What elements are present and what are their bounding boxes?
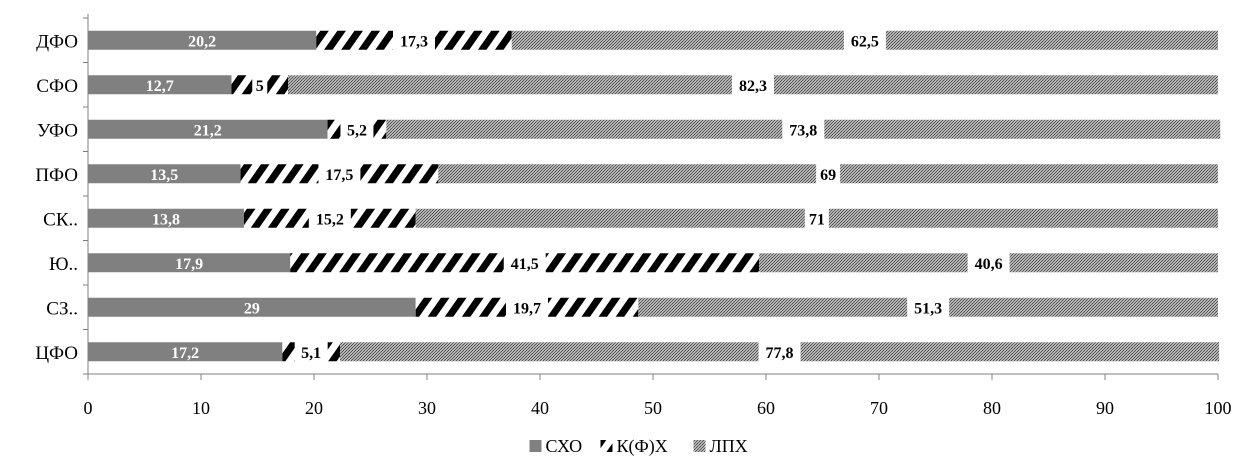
data-label: 20,2 xyxy=(188,33,216,50)
legend-label-lph: ЛПХ xyxy=(710,436,748,456)
data-label: 29 xyxy=(244,300,260,317)
x-tick-label: 100 xyxy=(1205,398,1232,418)
data-label: 17,9 xyxy=(175,256,203,273)
data-label-bg xyxy=(393,29,436,51)
category-label: СФО xyxy=(36,76,78,97)
data-label-bg xyxy=(503,252,546,274)
category-label: СК.. xyxy=(43,209,78,230)
data-label: 19,7 xyxy=(513,300,541,317)
data-label: 5,2 xyxy=(347,122,367,139)
x-tick-label: 60 xyxy=(757,398,775,418)
data-label: 82,3 xyxy=(739,78,767,95)
data-label-bg xyxy=(308,207,351,229)
data-label-bg xyxy=(732,74,775,96)
data-label: 71 xyxy=(809,211,825,228)
data-label: 77,8 xyxy=(766,345,794,362)
bar-segment-sho xyxy=(88,208,244,228)
x-tick-label: 10 xyxy=(192,398,210,418)
data-label-bg xyxy=(252,74,268,96)
x-tick-label: 70 xyxy=(870,398,888,418)
data-label: 5 xyxy=(256,78,264,95)
data-label-bg xyxy=(907,296,950,318)
data-label: 15,2 xyxy=(316,211,344,228)
bar-segment-sho xyxy=(88,342,283,362)
bar-segment-sho xyxy=(88,164,241,184)
data-label: 13,8 xyxy=(152,211,180,228)
data-label-bg xyxy=(843,29,886,51)
x-tick-label: 20 xyxy=(305,398,323,418)
axes-layer: ЦФО СЗ.. Ю.. СК.. ПФО УФО СФО ДФО 0 10 20 30 40 50 60 7… xyxy=(35,14,1232,418)
data-label-bg xyxy=(782,118,825,140)
data-label: 5,1 xyxy=(301,345,321,362)
bars-layer xyxy=(88,30,1221,362)
data-label: 73,8 xyxy=(789,122,817,139)
data-label-bg xyxy=(340,118,374,140)
category-label: СЗ.. xyxy=(46,298,78,319)
data-labels-layer: 17,2 5,1 77,8 29 19,7 51,3 17,9 41,5 40,6 13,8 15,… xyxy=(146,29,1010,363)
data-label: 17,5 xyxy=(325,167,353,184)
data-label: 21,2 xyxy=(194,122,222,139)
data-label-bg xyxy=(294,341,328,363)
category-label: ПФО xyxy=(35,165,78,186)
data-label: 12,7 xyxy=(146,78,174,95)
data-label: 40,6 xyxy=(975,256,1003,273)
bar-segment-sho xyxy=(88,75,232,95)
x-tick-label: 30 xyxy=(418,398,436,418)
bar-segment-sho xyxy=(88,253,291,273)
category-label: ДФО xyxy=(36,31,78,52)
x-tick-label: 50 xyxy=(644,398,662,418)
data-label-bg xyxy=(804,207,829,229)
data-label-bg xyxy=(758,341,801,363)
data-label: 62,5 xyxy=(851,33,879,50)
bar-segment-sho xyxy=(88,119,328,139)
category-label: ЦФО xyxy=(35,343,78,364)
category-label: Ю.. xyxy=(49,254,78,275)
bar-segment-sho xyxy=(88,30,317,50)
data-label: 13,5 xyxy=(150,167,178,184)
data-label-bg xyxy=(816,163,841,185)
x-tick-label: 80 xyxy=(983,398,1001,418)
legend-label-kfh: К(Ф)Х xyxy=(617,436,668,457)
legend-swatch-sho xyxy=(529,440,542,452)
legend-swatch-kfh xyxy=(600,440,613,452)
data-label: 51,3 xyxy=(914,300,942,317)
data-label-bg xyxy=(967,252,1010,274)
x-tick-label: 40 xyxy=(531,398,549,418)
data-label: 41,5 xyxy=(511,256,539,273)
data-label: 17,2 xyxy=(171,345,199,362)
data-label: 17,3 xyxy=(400,33,428,50)
legend-label-sho: СХО xyxy=(546,436,583,456)
data-label-bg xyxy=(506,296,549,318)
x-tick-label: 0 xyxy=(84,398,93,418)
x-tick-label: 90 xyxy=(1096,398,1114,418)
legend-swatch-lph xyxy=(693,440,706,452)
category-label: УФО xyxy=(37,120,78,141)
data-label-bg xyxy=(318,163,361,185)
bar-segment-sho xyxy=(88,297,416,317)
legend: СХО К(Ф)Х ЛПХ xyxy=(529,436,748,457)
data-label: 69 xyxy=(820,167,836,184)
